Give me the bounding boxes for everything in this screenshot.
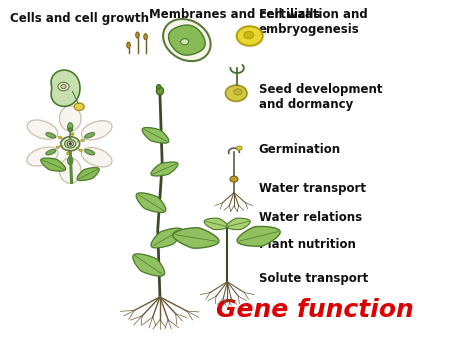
Ellipse shape bbox=[58, 82, 69, 91]
Ellipse shape bbox=[81, 121, 112, 140]
Ellipse shape bbox=[61, 84, 66, 89]
Ellipse shape bbox=[156, 87, 163, 95]
Text: Fertilization and
embryogenesis: Fertilization and embryogenesis bbox=[259, 8, 367, 36]
Polygon shape bbox=[51, 70, 80, 106]
Ellipse shape bbox=[156, 84, 161, 89]
Ellipse shape bbox=[81, 148, 112, 167]
Ellipse shape bbox=[180, 39, 189, 45]
Ellipse shape bbox=[66, 152, 69, 155]
Ellipse shape bbox=[61, 137, 80, 151]
Text: Cells and cell growth: Cells and cell growth bbox=[9, 13, 148, 25]
Ellipse shape bbox=[56, 146, 59, 148]
Ellipse shape bbox=[144, 34, 148, 40]
Polygon shape bbox=[133, 254, 165, 276]
Polygon shape bbox=[151, 162, 178, 176]
Text: Water transport: Water transport bbox=[259, 183, 366, 195]
Polygon shape bbox=[227, 218, 250, 230]
Ellipse shape bbox=[74, 103, 84, 111]
Polygon shape bbox=[173, 228, 219, 248]
Polygon shape bbox=[169, 25, 205, 55]
Ellipse shape bbox=[127, 42, 130, 48]
Ellipse shape bbox=[27, 120, 58, 139]
Ellipse shape bbox=[81, 139, 85, 142]
Ellipse shape bbox=[136, 32, 140, 38]
Ellipse shape bbox=[85, 149, 94, 155]
Ellipse shape bbox=[69, 143, 72, 145]
Ellipse shape bbox=[46, 149, 56, 155]
Polygon shape bbox=[237, 226, 280, 246]
Polygon shape bbox=[41, 158, 66, 171]
Text: Plant nutrition: Plant nutrition bbox=[259, 238, 356, 251]
Ellipse shape bbox=[71, 132, 74, 135]
Text: Germination: Germination bbox=[259, 143, 341, 156]
Ellipse shape bbox=[68, 128, 72, 131]
Ellipse shape bbox=[230, 176, 238, 182]
Ellipse shape bbox=[234, 89, 242, 95]
Ellipse shape bbox=[59, 106, 81, 131]
Text: Gene function: Gene function bbox=[216, 298, 414, 322]
Ellipse shape bbox=[68, 123, 73, 131]
Polygon shape bbox=[142, 127, 169, 143]
Ellipse shape bbox=[163, 19, 211, 61]
Polygon shape bbox=[77, 168, 99, 180]
Polygon shape bbox=[136, 193, 166, 213]
Ellipse shape bbox=[65, 140, 76, 148]
Ellipse shape bbox=[237, 26, 263, 46]
Polygon shape bbox=[151, 228, 182, 248]
Ellipse shape bbox=[58, 136, 62, 139]
Polygon shape bbox=[204, 218, 228, 230]
Text: Solute transport: Solute transport bbox=[259, 272, 368, 285]
Ellipse shape bbox=[79, 149, 82, 151]
Ellipse shape bbox=[85, 132, 94, 138]
Ellipse shape bbox=[67, 141, 73, 146]
Text: Membranes and cell walls: Membranes and cell walls bbox=[149, 8, 320, 21]
Ellipse shape bbox=[237, 146, 242, 150]
Ellipse shape bbox=[59, 158, 81, 183]
Ellipse shape bbox=[225, 85, 247, 101]
Ellipse shape bbox=[27, 147, 58, 166]
Ellipse shape bbox=[46, 132, 56, 138]
Text: Seed development
and dormancy: Seed development and dormancy bbox=[259, 83, 382, 111]
Text: Water relations: Water relations bbox=[259, 211, 362, 224]
Ellipse shape bbox=[244, 31, 254, 39]
Ellipse shape bbox=[68, 156, 73, 165]
